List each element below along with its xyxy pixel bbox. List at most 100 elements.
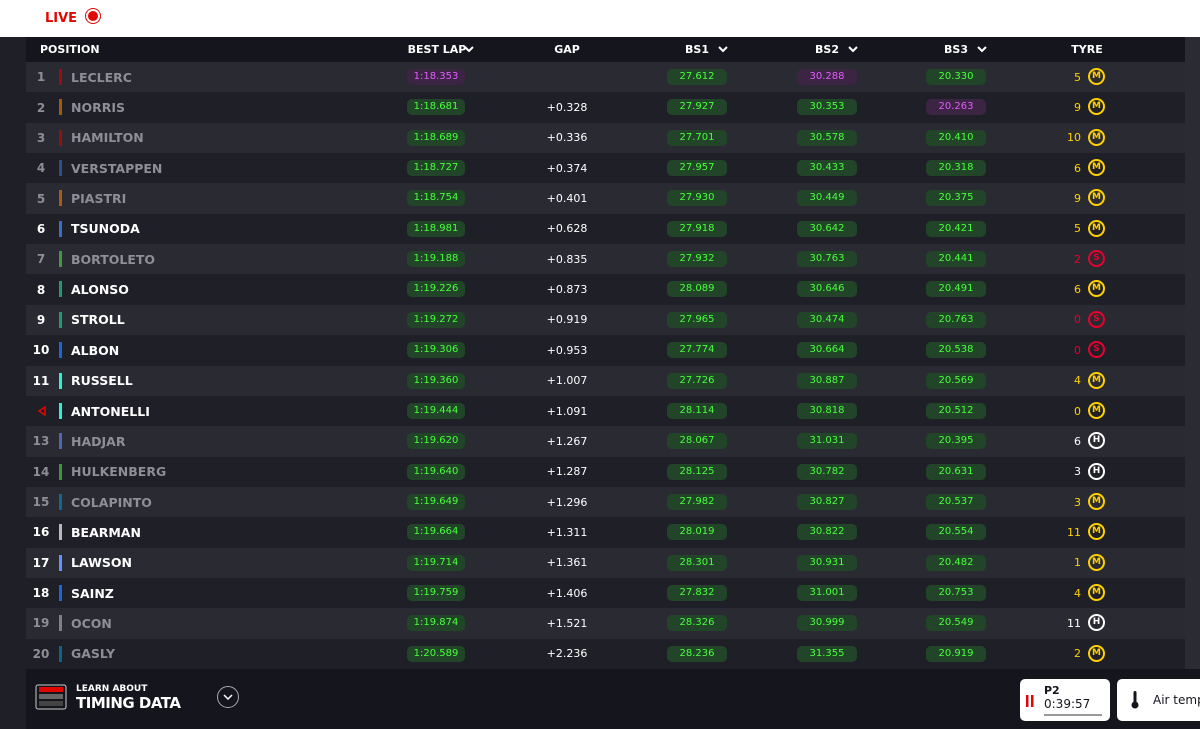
tyre-compound: M [1088,644,1105,662]
driver-name: ANTONELLI [71,403,150,419]
position: 1 [36,70,46,85]
column-header[interactable]: BS2 [815,43,839,56]
time-pill: 1:19.620 [407,433,465,450]
column-header: GAP [554,43,580,56]
time-pill: 20.318 [926,160,986,177]
driver-row[interactable]: 3 HAMILTON 1:18.689 27.701 30.578 20.410 +0.33… [26,122,1185,154]
gap: +0.953 [546,343,588,357]
time-pill: 1:18.681 [407,99,465,116]
position: 19 [32,616,50,631]
team-stripe [59,220,62,237]
time-pill: 1:18.689 [407,129,465,146]
driver-row[interactable]: 20 GASLY 1:20.589 28.236 31.355 20.919 +2.236 2… [26,638,1185,669]
position: 9 [36,312,46,327]
gap: +0.401 [546,192,588,206]
position: 16 [32,525,50,540]
learn-title[interactable]: TIMING DATA [76,694,181,712]
tab[interactable]: Sectors [37,0,97,19]
driver-row[interactable]: 19 OCON 1:19.874 28.326 30.999 20.549 +1.521 11… [26,608,1185,639]
position: 2 [36,100,46,115]
tyre-compound: M [1088,553,1105,571]
driver-row[interactable]: 5 PIASTRI 1:18.754 27.930 30.449 20.375 +0.401… [26,183,1185,214]
time-pill: 1:19.444 [407,402,465,419]
driver-row[interactable]: 18 SAINZ 1:19.759 27.832 31.001 20.753 +1.406 4… [26,577,1185,609]
gap: +1.267 [546,434,588,448]
tyre-compound: H [1088,432,1105,450]
position: 7 [36,252,46,267]
driver-row[interactable]: 13 HADJAR 1:19.620 28.067 31.031 20.395 +1.267… [26,426,1185,457]
time-pill: 30.288 [797,69,857,85]
session-name: P2 [1044,684,1060,697]
tyre-laps: 0 [1074,343,1081,357]
live-label[interactable]: LIVE [45,11,78,26]
gap: +0.336 [546,131,588,145]
position: 20 [32,646,50,661]
driver-row[interactable]: 16 BEARMAN 1:19.664 28.019 30.822 20.554 +1.31… [26,517,1185,548]
tab[interactable]: Segments [97,0,178,19]
expand-button[interactable] [216,685,240,709]
time-pill: 1:19.649 [407,493,465,510]
driver-row[interactable]: 17 LAWSON 1:19.714 28.301 30.931 20.482 +1.361… [26,547,1185,578]
tyre-compound: H [1088,462,1105,480]
time-pill: 20.395 [926,433,986,450]
team-stripe [59,281,62,298]
tyre-laps: 5 [1074,222,1081,236]
position: 15 [32,495,50,510]
driver-row[interactable]: 1 LECLERC 1:18.353 27.612 30.288 20.330 5 M [26,62,1185,93]
column-header[interactable]: BS1 [685,43,709,56]
tyre-compound: S [1088,310,1105,328]
tyre-laps: 11 [1067,616,1081,630]
session-card[interactable]: P2 0:39:57 [1020,679,1110,721]
gap: +1.091 [546,404,588,418]
gap: +2.236 [546,647,588,661]
time-pill: 30.763 [797,251,857,268]
tyre-compound: M [1088,583,1105,601]
tyre-laps: 9 [1074,101,1081,115]
time-pill: 27.918 [667,220,727,237]
time-pill: 31.001 [797,584,857,601]
time-pill: 1:19.874 [407,615,465,632]
top-nav: LIVE LapsSectorsSegmentsTyres [0,0,1200,37]
team-stripe [59,342,62,359]
driver-row[interactable]: 8 ALONSO 1:19.226 28.089 30.646 20.491 +0.873 6… [26,274,1185,305]
driver-name: TSUNODA [71,221,140,237]
driver-row[interactable]: 2 NORRIS 1:18.681 27.927 30.353 20.263 +0.328 9… [26,92,1185,123]
driver-name: STROLL [71,312,125,328]
tab[interactable]: Tyres [177,0,219,19]
time-pill: 20.410 [926,129,986,146]
driver-row[interactable]: 9 STROLL 1:19.272 27.965 30.474 20.763 +0.919 0… [26,304,1185,336]
team-stripe [59,554,62,571]
driver-name: NORRIS [71,100,125,116]
driver-row[interactable]: 4 VERSTAPPEN 1:18.727 27.957 30.433 20.318 +0.… [26,153,1185,184]
tyre-laps: 0 [1074,313,1081,327]
driver-row[interactable]: 6 TSUNODA 1:18.981 27.918 30.642 20.421 +0.628… [26,213,1185,245]
gap: +0.628 [546,222,588,236]
gap: +1.007 [546,374,588,388]
column-header[interactable]: BEST LAP [407,43,467,56]
scroll-track [1185,37,1200,669]
driver-row[interactable]: 15 COLAPINTO 1:19.649 27.982 30.827 20.537 +1.… [26,486,1185,518]
driver-row[interactable]: 11 RUSSELL 1:19.360 27.726 30.887 20.569 +1.00… [26,365,1185,396]
gap: +1.361 [546,556,588,570]
gap: +0.374 [546,161,588,175]
tab[interactable]: Laps [0,0,38,19]
time-pill: 28.067 [667,433,727,450]
column-header[interactable]: BS3 [944,43,968,56]
driver-row[interactable]: 14 HULKENBERG 1:19.640 28.125 30.782 20.631 +1… [26,456,1185,487]
time-pill: 20.631 [926,463,986,480]
tyre-compound: M [1088,401,1105,419]
tyre-laps: 0 [1074,404,1081,418]
time-pill: 20.763 [926,311,986,328]
time-pill: 28.125 [667,463,727,480]
team-stripe [59,402,62,419]
driver-row[interactable]: ANTONELLI 1:19.444 28.114 30.818 20.512 +1.09… [26,395,1185,427]
driver-row[interactable]: 10 ALBON 1:19.306 27.774 30.664 20.538 +0.953 0… [26,335,1185,366]
driver-row[interactable]: 7 BORTOLETO 1:19.188 27.932 30.763 20.441 +0.8… [26,244,1185,275]
column-header[interactable]: POSITION [40,43,100,56]
weather-card[interactable]: Air temp [1117,679,1200,721]
time-pill: 20.919 [926,645,986,662]
time-pill: 1:19.714 [407,554,465,571]
tyre-laps: 11 [1067,525,1081,539]
gap: +1.311 [546,525,588,539]
